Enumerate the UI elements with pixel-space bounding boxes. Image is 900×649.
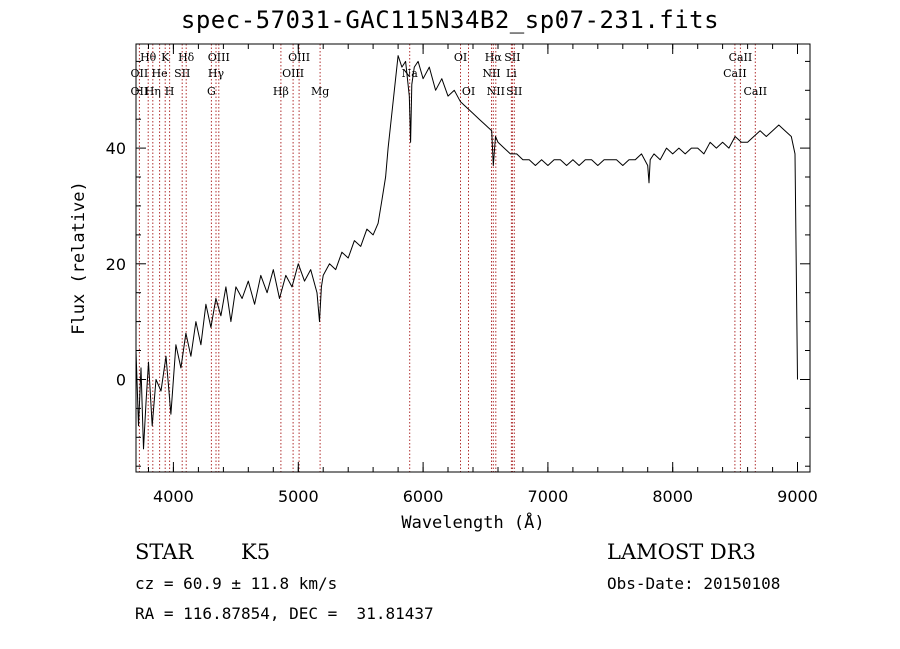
y-tick-label: 0: [116, 371, 126, 390]
x-tick-label: 5000: [278, 487, 319, 506]
line-label: Hγ: [208, 67, 225, 80]
line-label: SII: [504, 51, 520, 64]
line-label: CaII: [723, 67, 747, 80]
x-axis-label: Wavelength (Å): [401, 511, 544, 533]
line-label: CaII: [729, 51, 753, 64]
line-label: G: [207, 85, 216, 98]
line-label: OIII: [208, 51, 230, 64]
line-label: Hθ: [140, 51, 157, 64]
x-tick-label: 8000: [652, 487, 693, 506]
line-label: Mg: [311, 85, 329, 98]
object-subclass: K5: [241, 540, 271, 564]
x-tick-label: 4000: [153, 487, 194, 506]
x-tick-label: 6000: [403, 487, 444, 506]
y-axis-label: Flux (relative): [69, 181, 89, 335]
object-class: STAR: [135, 540, 194, 564]
line-label: H: [165, 85, 175, 98]
obs-date: Obs-Date: 20150108: [607, 574, 781, 593]
line-label: SII: [174, 67, 190, 80]
line-label: OII: [131, 67, 149, 80]
plot-frame: [135, 43, 811, 473]
line-label: OI: [454, 51, 467, 64]
y-tick-label: 20: [106, 255, 126, 274]
line-label: Hα: [485, 51, 503, 64]
axes: 4000 5000 6000 7000 8000 9000 0 20 40: [106, 44, 818, 506]
line-label: CaII: [743, 85, 767, 98]
x-tick-label: 9000: [777, 487, 818, 506]
line-label: Hδ: [178, 51, 195, 64]
line-label: OIII: [288, 51, 310, 64]
x-tick-label: 7000: [528, 487, 569, 506]
line-label: Hβ: [273, 85, 289, 98]
emission-line-markers: [138, 44, 756, 472]
chart-title: spec-57031-GAC115N34B2_sp07-231.fits: [180, 6, 720, 34]
redshift-cz: cz = 60.9 ± 11.8 km/s: [135, 574, 338, 593]
line-label: OI: [462, 85, 475, 98]
line-label: OIII: [282, 67, 304, 80]
line-label: NII: [482, 67, 500, 80]
line-label: K: [161, 51, 170, 64]
line-label: Na: [402, 67, 419, 80]
spectrum-series: [135, 55, 798, 450]
ra-dec: RA = 116.87854, DEC = 31.81437: [135, 604, 434, 623]
line-label: He: [152, 67, 168, 80]
line-label: SII: [506, 85, 522, 98]
spectrum-line: [135, 55, 798, 450]
line-label: OII: [131, 85, 149, 98]
line-label: Hη: [145, 85, 161, 98]
line-label: Li: [506, 67, 517, 80]
y-tick-label: 40: [106, 139, 126, 158]
survey-name: LAMOST DR3: [607, 540, 756, 564]
line-label: NII: [487, 85, 505, 98]
